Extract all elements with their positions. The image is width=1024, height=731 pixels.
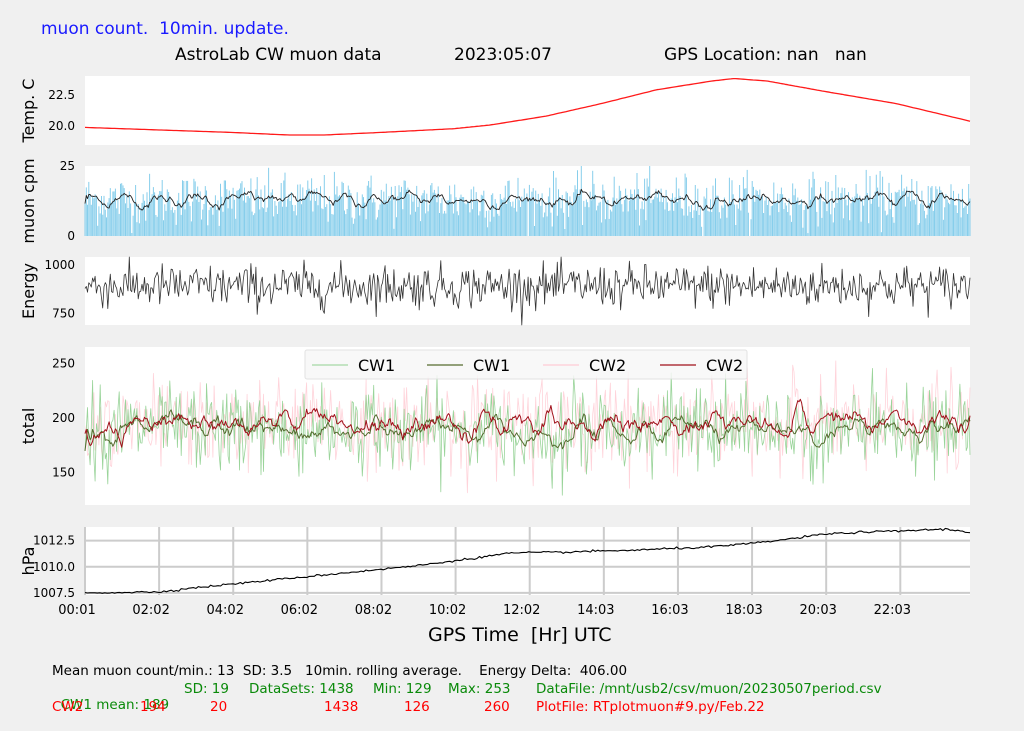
pressure-tick-label: 1012.5: [33, 534, 75, 548]
cw2-datasets: 1438: [324, 699, 359, 715]
temp-y-axis-label: Temp. C: [19, 79, 38, 144]
cw1-datafile: DataFile: /mnt/usb2/csv/muon/20230507per…: [536, 681, 882, 697]
pressure-y-axis-label: hPa: [19, 547, 38, 576]
legend-label: CW1: [358, 356, 395, 375]
cw2-label: CW2: [52, 699, 84, 715]
energy-line: [84, 256, 971, 326]
cw1-min: Min: 129: [373, 681, 432, 697]
pressure-tick-label: 1007.5: [33, 586, 75, 600]
energy-y-axis-label: Energy: [19, 263, 38, 319]
legend-label: CW2: [589, 356, 626, 375]
x-tick-label: 16:03: [651, 603, 688, 618]
cw2-sd: 20: [210, 699, 228, 715]
total-tick-label: 200: [52, 411, 75, 425]
x-tick-label: 10:02: [429, 603, 466, 618]
total-tick-label: 250: [52, 356, 75, 370]
x-tick-label: 12:02: [503, 603, 540, 618]
cw1-raw-line: [84, 368, 971, 496]
cw1-datasets: DataSets: 1438: [249, 681, 354, 697]
cw2-average-line: [84, 398, 971, 448]
banner-title: muon count. 10min. update.: [41, 19, 289, 39]
pressure-tick-label: 1010.0: [33, 560, 75, 574]
x-tick-label: 04:02: [207, 603, 244, 618]
energy-tick-label: 750: [52, 306, 75, 320]
cw2-max: 260: [484, 699, 510, 715]
x-axis-label: GPS Time [Hr] UTC: [428, 624, 612, 646]
muon-panel: [85, 166, 970, 236]
legend-label: CW1: [473, 356, 510, 375]
temp-tick-label: 20.0: [48, 119, 75, 133]
pressure-panel: [85, 527, 970, 595]
footer-cw1-row: CW1 mean: 189: [52, 681, 170, 713]
cw1-mean: CW1 mean: 189: [60, 697, 170, 713]
cw2-min: 126: [404, 699, 430, 715]
temperature-line: [84, 77, 971, 136]
x-tick-label: 18:03: [725, 603, 762, 618]
cw2-mean: 194: [140, 699, 166, 715]
total-y-axis-label: total: [19, 408, 38, 445]
pressure-line: [84, 527, 971, 594]
footer-summary: Mean muon count/min.: 13 SD: 3.5 10min. …: [52, 663, 628, 679]
cw1-sd: SD: 19: [184, 681, 229, 697]
legend-box: [304, 349, 748, 380]
x-tick-label: 20:03: [799, 603, 836, 618]
x-tick-label: 00:01: [58, 603, 95, 618]
energy-tick-label: 1000: [44, 258, 75, 272]
x-tick-label: 08:02: [355, 603, 392, 618]
muon-tick-label: 0: [67, 229, 75, 243]
x-tick-label: 14:03: [577, 603, 614, 618]
cw1-max: Max: 253: [448, 681, 511, 697]
x-tick-label: 02:02: [132, 603, 169, 618]
x-tick-label: 06:02: [281, 603, 318, 618]
gps-location: GPS Location: nan nan: [664, 45, 867, 65]
muon-y-axis-label: muon cpm: [19, 158, 38, 243]
muon-tick-label: 25: [60, 159, 75, 173]
muon-rolling-average-line: [84, 188, 971, 211]
temp-panel: [85, 76, 970, 145]
cw2-plotfile: PlotFile: RTplotmuon#9.py/Feb.22: [536, 699, 765, 715]
legend-label: CW2: [706, 356, 743, 375]
temp-tick-label: 22.5: [48, 88, 75, 102]
cw1-average-line: [84, 409, 971, 451]
x-tick-label: 22:03: [874, 603, 911, 618]
chart-date: 2023:05:07: [454, 45, 552, 65]
chart-title: AstroLab CW muon data: [175, 45, 382, 65]
total-tick-label: 150: [52, 465, 75, 479]
